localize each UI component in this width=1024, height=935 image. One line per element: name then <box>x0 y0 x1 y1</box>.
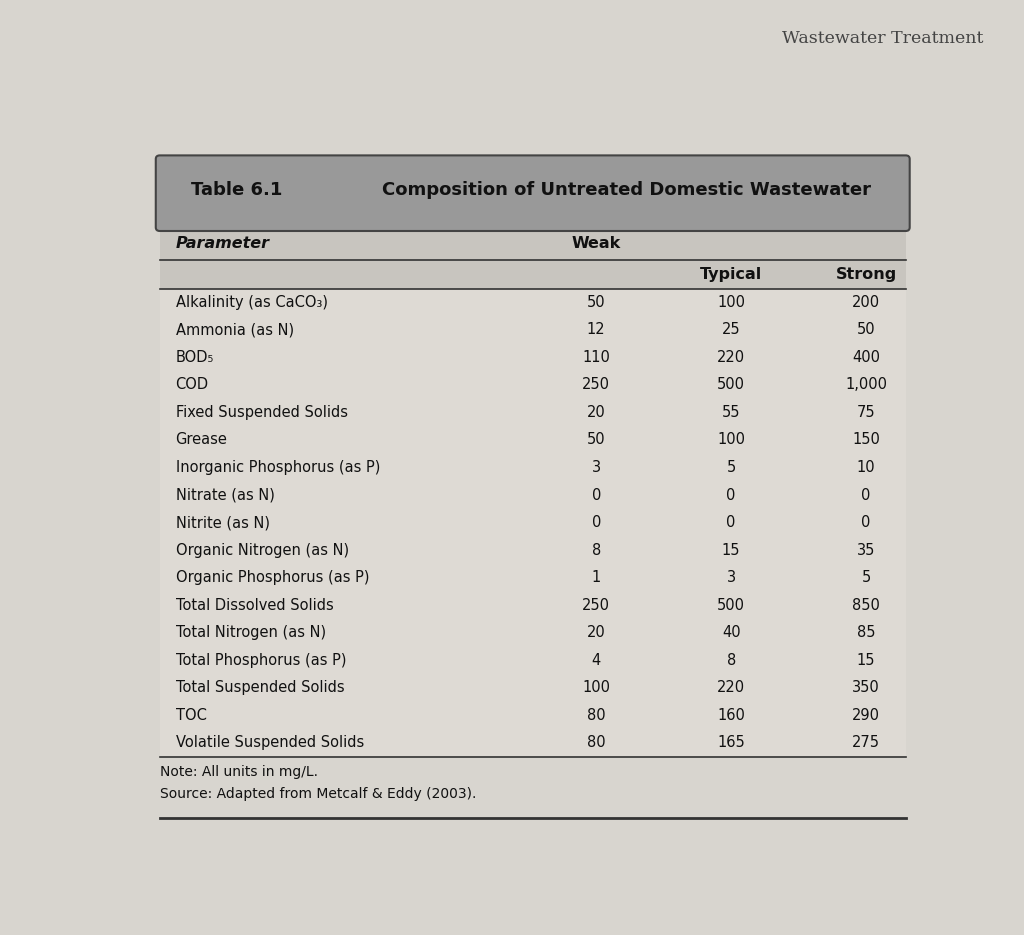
Text: Grease: Grease <box>176 433 227 448</box>
Text: Note: All units in mg/L.: Note: All units in mg/L. <box>160 765 317 779</box>
Text: 0: 0 <box>592 515 601 530</box>
Text: Strong: Strong <box>836 266 897 281</box>
Text: 150: 150 <box>852 433 880 448</box>
Text: 15: 15 <box>722 542 740 557</box>
Bar <box>160 289 905 756</box>
Text: 25: 25 <box>722 323 740 338</box>
Text: 75: 75 <box>857 405 876 420</box>
Text: Volatile Suspended Solids: Volatile Suspended Solids <box>176 735 364 750</box>
Text: 55: 55 <box>722 405 740 420</box>
Text: Composition of Untreated Domestic Wastewater: Composition of Untreated Domestic Wastew… <box>382 180 871 198</box>
Text: Weak: Weak <box>571 237 621 252</box>
Text: 160: 160 <box>717 708 745 723</box>
Text: 3: 3 <box>727 570 735 585</box>
Text: 50: 50 <box>857 323 876 338</box>
Text: Nitrate (as N): Nitrate (as N) <box>176 487 274 502</box>
Text: 12: 12 <box>587 323 605 338</box>
Text: 3: 3 <box>592 460 601 475</box>
Text: 80: 80 <box>587 735 605 750</box>
Text: 220: 220 <box>717 350 745 365</box>
Text: Ammonia (as N): Ammonia (as N) <box>176 323 294 338</box>
Text: Inorganic Phosphorus (as P): Inorganic Phosphorus (as P) <box>176 460 380 475</box>
Text: 0: 0 <box>861 515 870 530</box>
Text: 5: 5 <box>861 570 870 585</box>
Text: 15: 15 <box>857 653 876 668</box>
Text: Nitrite (as N): Nitrite (as N) <box>176 515 269 530</box>
Text: COD: COD <box>176 378 209 393</box>
Text: Organic Phosphorus (as P): Organic Phosphorus (as P) <box>176 570 369 585</box>
Text: 50: 50 <box>587 433 605 448</box>
Text: 500: 500 <box>717 597 745 612</box>
Bar <box>160 227 905 289</box>
Text: Organic Nitrogen (as N): Organic Nitrogen (as N) <box>176 542 349 557</box>
Text: 350: 350 <box>852 681 880 696</box>
Text: 220: 220 <box>717 681 745 696</box>
Text: BOD₅: BOD₅ <box>176 350 214 365</box>
Text: 500: 500 <box>717 378 745 393</box>
Text: 20: 20 <box>587 405 605 420</box>
Text: Total Dissolved Solids: Total Dissolved Solids <box>176 597 334 612</box>
Text: 100: 100 <box>583 681 610 696</box>
Text: 50: 50 <box>587 295 605 309</box>
Text: 400: 400 <box>852 350 880 365</box>
Text: Source: Adapted from Metcalf & Eddy (2003).: Source: Adapted from Metcalf & Eddy (200… <box>160 786 476 800</box>
Text: Typical: Typical <box>700 266 762 281</box>
Text: 110: 110 <box>583 350 610 365</box>
Text: TOC: TOC <box>176 708 207 723</box>
Text: 80: 80 <box>587 708 605 723</box>
Text: 20: 20 <box>587 626 605 640</box>
FancyBboxPatch shape <box>156 155 909 231</box>
Text: 1: 1 <box>592 570 601 585</box>
Text: Parameter: Parameter <box>176 237 269 252</box>
Text: 250: 250 <box>583 378 610 393</box>
Text: Wastewater Treatment: Wastewater Treatment <box>781 30 983 47</box>
Text: 0: 0 <box>861 487 870 502</box>
Text: 4: 4 <box>592 653 601 668</box>
Text: 275: 275 <box>852 735 880 750</box>
Text: 0: 0 <box>592 487 601 502</box>
Text: 35: 35 <box>857 542 876 557</box>
Text: 100: 100 <box>717 433 745 448</box>
Text: 10: 10 <box>857 460 876 475</box>
Text: 8: 8 <box>592 542 601 557</box>
Text: 0: 0 <box>726 515 736 530</box>
Text: 8: 8 <box>726 653 736 668</box>
Text: 85: 85 <box>857 626 876 640</box>
Text: 0: 0 <box>726 487 736 502</box>
Text: Total Suspended Solids: Total Suspended Solids <box>176 681 344 696</box>
Text: 290: 290 <box>852 708 880 723</box>
Text: 200: 200 <box>852 295 880 309</box>
Text: 100: 100 <box>717 295 745 309</box>
Text: 850: 850 <box>852 597 880 612</box>
Text: 165: 165 <box>717 735 745 750</box>
Text: Table 6.1: Table 6.1 <box>191 180 283 198</box>
Text: Fixed Suspended Solids: Fixed Suspended Solids <box>176 405 347 420</box>
Text: 250: 250 <box>583 597 610 612</box>
Text: 40: 40 <box>722 626 740 640</box>
Text: 5: 5 <box>726 460 736 475</box>
Text: Total Phosphorus (as P): Total Phosphorus (as P) <box>176 653 346 668</box>
Text: 1,000: 1,000 <box>845 378 887 393</box>
Text: Alkalinity (as CaCO₃): Alkalinity (as CaCO₃) <box>176 295 328 309</box>
Text: Total Nitrogen (as N): Total Nitrogen (as N) <box>176 626 326 640</box>
